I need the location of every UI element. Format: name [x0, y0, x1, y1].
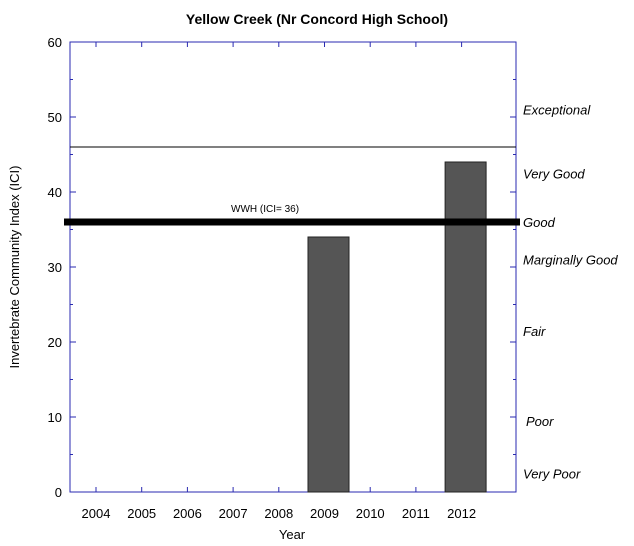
x-tick-label: 2010	[356, 506, 385, 521]
y-tick-label: 50	[48, 110, 62, 125]
band-label: Marginally Good	[523, 253, 618, 268]
band-label: Poor	[526, 414, 554, 429]
chart-title: Yellow Creek (Nr Concord High School)	[186, 11, 448, 27]
x-tick-label: 2006	[173, 506, 202, 521]
bar	[444, 161, 487, 493]
band-label: Very Good	[523, 166, 585, 181]
x-tick-label: 2011	[402, 506, 430, 521]
x-tick-label: 2008	[264, 506, 293, 521]
x-axis-label: Year	[279, 527, 306, 542]
x-tick-label: 2004	[82, 506, 111, 521]
x-tick-label: 2005	[127, 506, 156, 521]
y-tick-label: 40	[48, 185, 62, 200]
y-axis-label: Invertebrate Community Index (ICI)	[7, 165, 22, 368]
y-tick-label: 0	[55, 485, 62, 500]
y-tick-label: 30	[48, 260, 62, 275]
y-tick-label: 20	[48, 335, 62, 350]
band-label: Good	[523, 215, 556, 230]
reference-line-label: WWH (ICI= 36)	[231, 204, 299, 215]
band-label: Fair	[523, 324, 546, 339]
band-label: Very Poor	[523, 466, 581, 481]
band-label: Exceptional	[523, 103, 591, 118]
y-tick-label: 10	[48, 410, 62, 425]
x-tick-label: 2009	[310, 506, 339, 521]
bar	[307, 236, 350, 493]
x-tick-label: 2012	[447, 506, 476, 521]
y-tick-label: 60	[48, 35, 62, 50]
x-tick-label: 2007	[219, 506, 248, 521]
